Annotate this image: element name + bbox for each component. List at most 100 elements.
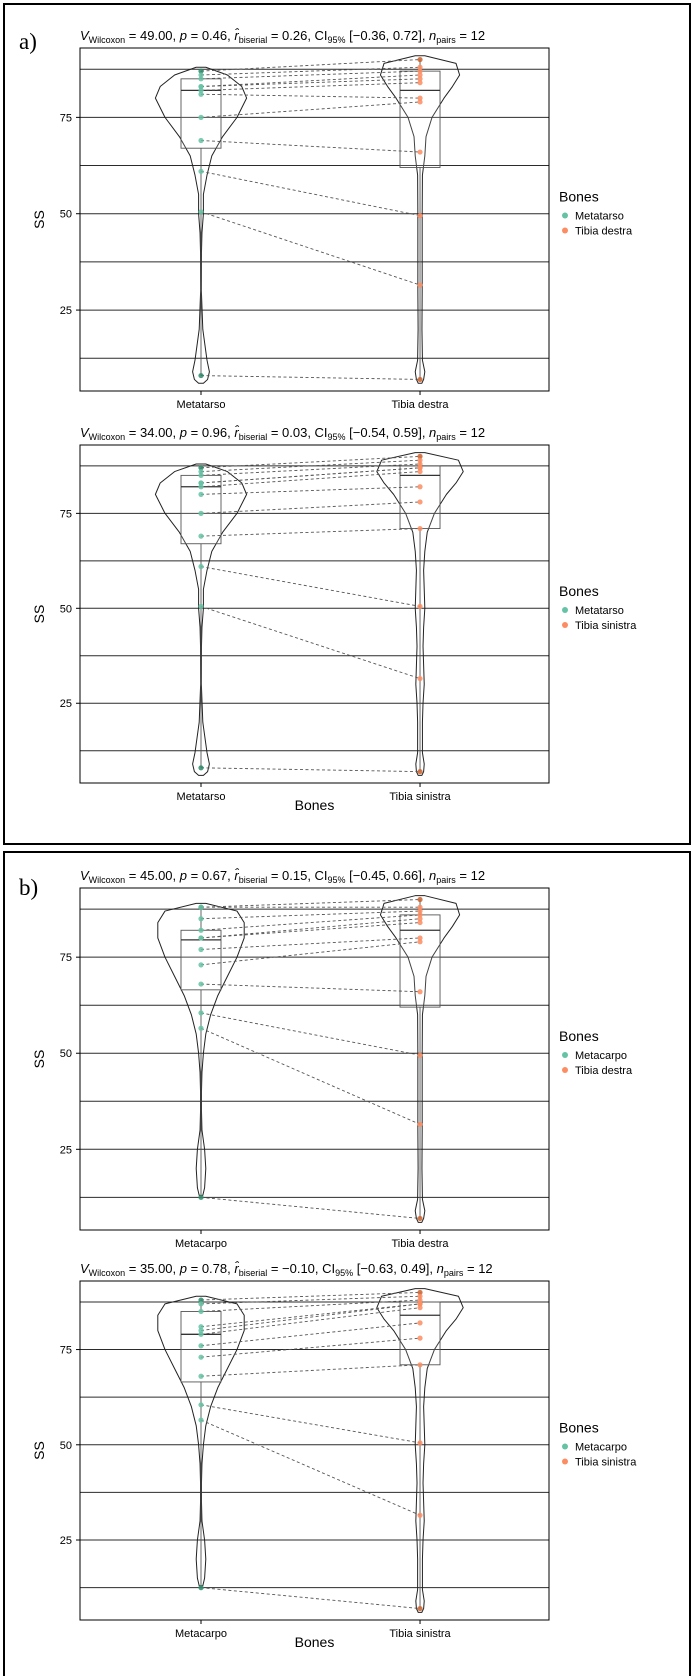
x-axis-label: Bones	[295, 797, 335, 813]
legend-marker	[562, 607, 568, 613]
panel-a: a)	[3, 3, 691, 845]
pair-line	[200, 1299, 421, 1312]
data-point	[198, 1343, 204, 1349]
data-point	[417, 1121, 423, 1127]
legend-marker	[562, 212, 568, 219]
pair-line	[200, 528, 421, 537]
data-point	[198, 1297, 204, 1303]
data-point	[417, 912, 423, 918]
pair-line	[200, 937, 421, 950]
data-point	[198, 83, 204, 90]
data-point	[417, 453, 423, 459]
plot-frame	[79, 887, 550, 1231]
data-point	[198, 533, 204, 539]
data-point	[198, 491, 204, 497]
y-tick-label: 25	[60, 305, 72, 317]
legend-marker	[562, 1052, 568, 1058]
data-point	[417, 1301, 423, 1307]
data-point	[198, 484, 204, 490]
pair-line	[200, 463, 421, 476]
data-point	[417, 499, 423, 505]
pair-line	[200, 918, 421, 939]
pair-line	[200, 93, 421, 99]
data-point	[417, 896, 423, 903]
pair-line	[200, 1587, 421, 1610]
data-point	[417, 484, 423, 490]
pair-line	[200, 1303, 421, 1331]
chart-2: 25 50 75 SS Metatarso Tibia sinistra Bones VWil…	[31, 425, 637, 813]
data-point	[417, 1305, 423, 1311]
data-point	[198, 946, 204, 953]
data-point	[417, 213, 423, 219]
violin-1	[157, 1295, 245, 1587]
data-point	[417, 68, 423, 74]
pair-line	[200, 70, 421, 80]
y-tick-label: 50	[60, 1048, 72, 1060]
x-tick-label: Tibia sinistra	[389, 1628, 451, 1640]
data-point	[198, 168, 204, 174]
pair-line	[200, 1196, 421, 1219]
pair-line	[200, 59, 421, 72]
data-point	[198, 765, 204, 771]
pair-line	[200, 1364, 421, 1377]
pair-line	[200, 459, 421, 473]
data-point	[198, 510, 204, 516]
data-point	[198, 468, 204, 475]
data-point	[198, 91, 204, 97]
data-point	[198, 480, 204, 486]
data-point	[417, 282, 423, 288]
y-tick-label: 75	[60, 112, 72, 124]
data-point	[417, 916, 423, 922]
legend-marker	[562, 1458, 568, 1465]
data-point	[198, 209, 204, 215]
legend-marker	[562, 227, 568, 234]
pair-line	[200, 1303, 421, 1328]
data-point	[417, 457, 423, 463]
data-point	[417, 1605, 423, 1612]
y-tick-label: 25	[60, 1144, 72, 1156]
data-point	[198, 927, 204, 933]
data-point	[417, 465, 423, 471]
data-point	[417, 72, 423, 78]
data-point	[417, 1293, 423, 1299]
data-point	[198, 372, 204, 379]
panel-label-b: b)	[19, 875, 39, 900]
legend-item: Tibia sinistra	[575, 1457, 637, 1469]
data-point	[198, 1402, 204, 1408]
x-tick-label: Metatarso	[177, 399, 226, 411]
x-tick-label: Tibia destra	[391, 1238, 449, 1250]
data-point	[198, 603, 204, 610]
data-point	[198, 1331, 204, 1337]
pair-line	[200, 941, 421, 966]
data-point	[198, 1301, 204, 1307]
data-point	[417, 1440, 423, 1446]
data-point	[198, 1324, 204, 1330]
pair-line	[200, 375, 421, 380]
data-point	[198, 1354, 204, 1360]
data-point	[198, 962, 204, 968]
legend-title: Bones	[559, 1028, 599, 1044]
data-point	[417, 1052, 423, 1058]
data-point	[198, 137, 204, 144]
legend-title: Bones	[559, 583, 599, 599]
legend-item: Tibia destra	[575, 1065, 633, 1077]
pair-line	[200, 78, 421, 87]
pair-line	[200, 1307, 421, 1335]
data-point	[417, 95, 423, 101]
data-point	[417, 908, 423, 914]
pair-line	[200, 140, 421, 153]
data-point	[417, 904, 423, 910]
pair-line	[200, 467, 421, 484]
data-point	[198, 1417, 204, 1423]
pair-line	[200, 1337, 421, 1358]
data-point	[198, 76, 204, 82]
data-point	[417, 919, 423, 926]
pair-line	[200, 170, 421, 217]
panel-b: b)	[3, 851, 691, 1676]
data-point	[198, 114, 204, 120]
x-tick-label: Tibia destra	[391, 399, 449, 411]
data-point	[198, 1194, 204, 1200]
pair-line	[200, 66, 421, 76]
y-tick-label: 25	[60, 698, 72, 710]
data-point	[417, 80, 423, 86]
